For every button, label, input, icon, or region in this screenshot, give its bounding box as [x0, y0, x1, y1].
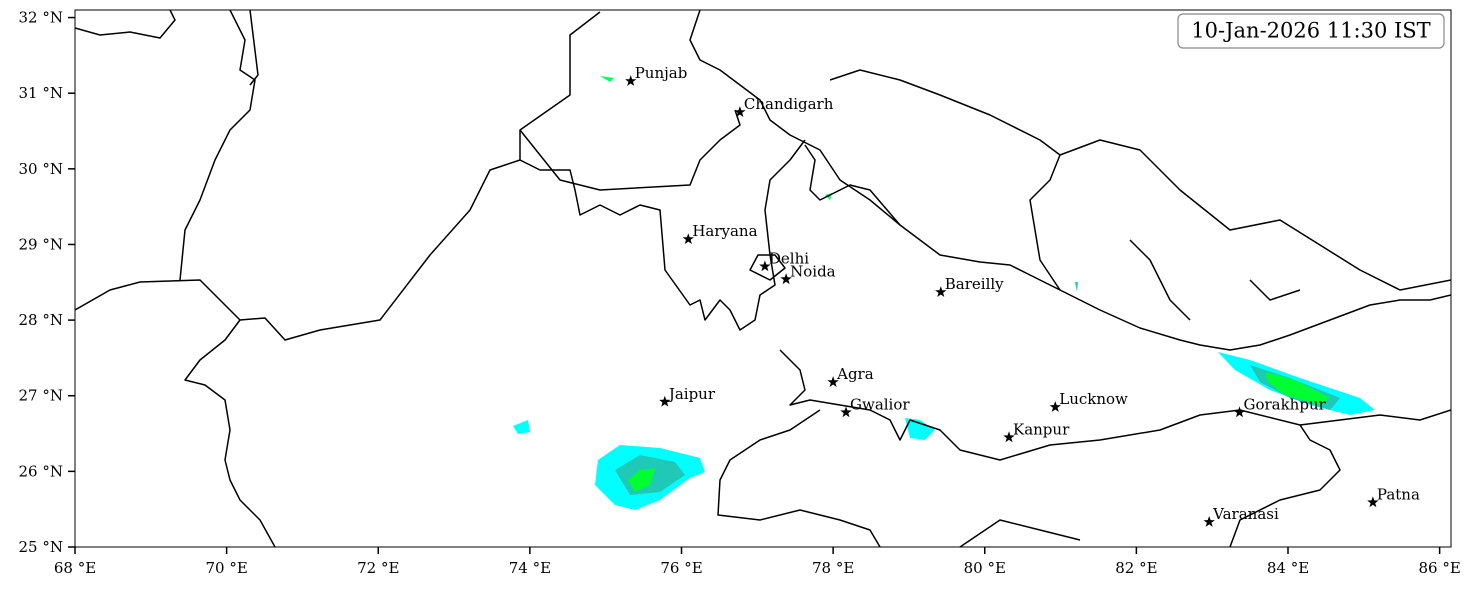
fog-patch [513, 420, 530, 434]
x-tick-label: 84 °E [1267, 559, 1309, 577]
plot-frame [74, 9, 1452, 548]
border [829, 69, 1451, 291]
city-label: Patna [1377, 485, 1420, 503]
x-tick-label: 68 °E [54, 559, 96, 577]
city-marker [1203, 516, 1215, 527]
border [75, 10, 176, 39]
boundaries [75, 10, 1451, 547]
y-tick-label: 32 °N [19, 9, 63, 27]
y-tick-label: 26 °N [19, 462, 63, 480]
x-tick-label: 82 °E [1115, 559, 1157, 577]
x-tick-label: 72 °E [357, 559, 399, 577]
border [249, 10, 259, 86]
city-marker [734, 106, 746, 117]
border [519, 139, 806, 331]
border [779, 349, 1451, 461]
y-tick-label: 30 °N [19, 160, 63, 178]
city-marker [827, 376, 839, 387]
border [75, 11, 601, 341]
city-label: Agra [836, 365, 874, 383]
city-label: Punjab [635, 64, 688, 82]
y-tick-label: 29 °N [19, 235, 63, 253]
y-tick-label: 31 °N [19, 84, 63, 102]
y-tick-label: 28 °N [19, 311, 63, 329]
border [519, 109, 741, 191]
city-label: Delhi [769, 249, 809, 267]
border [184, 319, 276, 547]
fog-patch [628, 468, 655, 492]
city-marker [935, 286, 947, 297]
x-tick-label: 80 °E [964, 559, 1006, 577]
city-label: Haryana [692, 222, 757, 240]
y-tick-label: 27 °N [19, 387, 63, 405]
border [1229, 424, 1341, 547]
x-tick-label: 86 °E [1418, 559, 1460, 577]
x-tick-label: 74 °E [509, 559, 551, 577]
border [749, 254, 786, 281]
map-title: 10-Jan-2026 11:30 IST [1191, 19, 1430, 43]
city-marker [625, 75, 637, 86]
city-marker [1367, 496, 1379, 508]
fog-patch [600, 76, 614, 82]
border [717, 409, 881, 547]
fog-patch [1265, 372, 1330, 405]
city-label: Jaipur [667, 385, 716, 403]
city-marker [659, 395, 671, 407]
fog-patch [905, 418, 935, 440]
x-tick-label: 78 °E [812, 559, 854, 577]
city-marker [780, 273, 792, 285]
city-marker [1233, 406, 1246, 418]
city-marker [1003, 431, 1015, 443]
title-box [1177, 13, 1445, 49]
map-layer [75, 10, 1451, 547]
fog-patch [1075, 282, 1078, 292]
city-label: Kanpur [1013, 420, 1070, 438]
border [179, 10, 256, 281]
border [1029, 154, 1061, 291]
city-label: Bareilly [945, 275, 1004, 293]
border [1129, 239, 1191, 321]
y-tick-label: 25 °N [19, 538, 63, 556]
city-marker [759, 260, 771, 272]
city-label: Gorakhpur [1243, 395, 1326, 413]
x-tick-label: 76 °E [660, 559, 702, 577]
fog-patches [513, 76, 1375, 510]
city-marker [682, 233, 694, 244]
city-marker [840, 406, 852, 418]
x-tick-label: 70 °E [205, 559, 247, 577]
city-label: Noida [790, 262, 836, 280]
border [804, 144, 901, 226]
border [689, 10, 1451, 351]
city-label: Chandigarh [744, 95, 834, 113]
city-marker [1049, 401, 1061, 412]
city-label: Gwalior [850, 395, 910, 413]
border [959, 519, 1081, 547]
city-label: Lucknow [1059, 390, 1128, 408]
border [1249, 279, 1301, 301]
city-label: Varanasi [1212, 505, 1279, 523]
